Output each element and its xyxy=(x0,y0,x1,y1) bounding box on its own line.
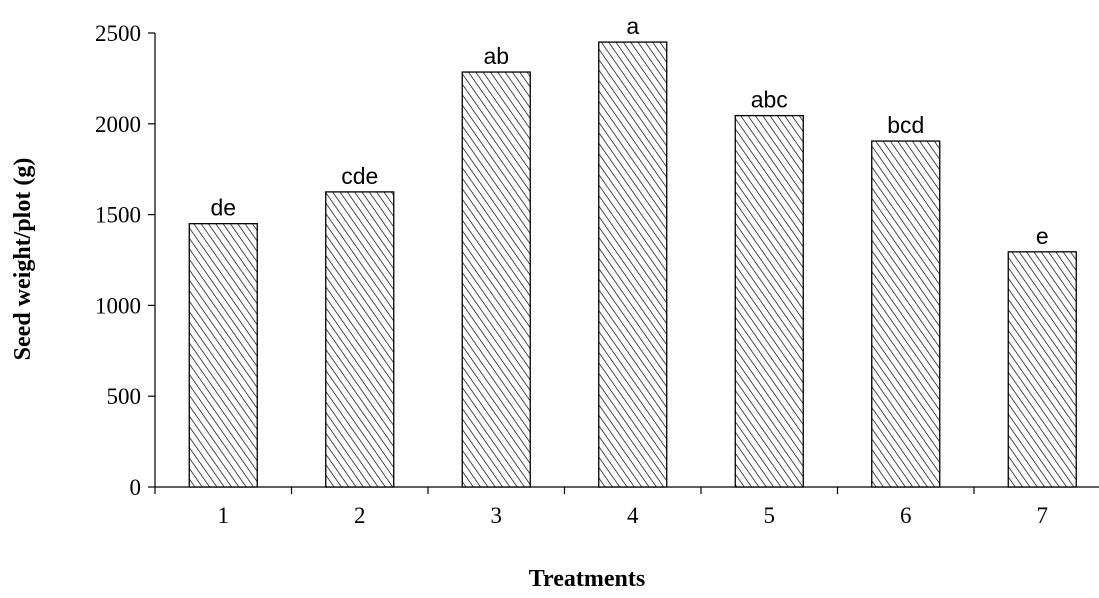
y-axis-title: Seed weight/plot (g) xyxy=(10,158,36,361)
labels: 0 500 1000 1500 2000 2500 1 de 2 cde 3 ab 4 a 5 abc 6 bcd… xyxy=(95,13,1049,528)
bar-annotation: abc xyxy=(751,87,788,113)
y-tick-label: 1000 xyxy=(95,293,141,318)
bar-annotation: de xyxy=(210,195,236,221)
x-tick-label: 5 xyxy=(764,503,776,528)
y-tick-label: 0 xyxy=(130,475,142,500)
bar-3 xyxy=(461,71,531,488)
y-tick-label: 2000 xyxy=(95,112,141,137)
x-tick-label: 6 xyxy=(900,503,912,528)
bar-annotation: bcd xyxy=(887,112,924,138)
bar-annotation: a xyxy=(626,13,639,39)
y-tick-label: 2500 xyxy=(95,21,141,46)
x-tick-label: 7 xyxy=(1037,503,1049,528)
bars xyxy=(188,41,1077,488)
x-axis-title: Treatments xyxy=(529,566,645,592)
bar-5 xyxy=(734,114,804,488)
bar-annotation: ab xyxy=(483,43,509,69)
bar-2 xyxy=(325,191,395,488)
bar-7 xyxy=(1007,251,1077,488)
x-tick-label: 2 xyxy=(354,503,366,528)
y-tick-label: 1500 xyxy=(95,203,141,228)
y-tick-label: 500 xyxy=(107,384,142,409)
x-tick-label: 1 xyxy=(218,503,230,528)
bar-annotation: cde xyxy=(341,163,378,189)
bar-6 xyxy=(871,140,941,488)
bar-annotation: e xyxy=(1036,223,1049,249)
bar-4 xyxy=(598,41,668,488)
x-tick-label: 4 xyxy=(627,503,639,528)
x-tick-label: 3 xyxy=(491,503,503,528)
bar-1 xyxy=(188,223,258,488)
